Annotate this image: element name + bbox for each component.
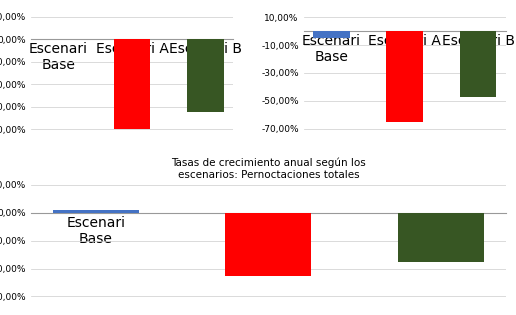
Bar bbox=[313, 31, 349, 38]
Title: Tasas de crecimiento anual según los
escenarios: Pernoctaciones totales: Tasas de crecimiento anual según los esc… bbox=[171, 158, 366, 180]
Bar bbox=[53, 210, 139, 213]
Bar bbox=[187, 39, 224, 112]
Bar bbox=[460, 31, 496, 97]
Bar bbox=[225, 213, 312, 276]
Bar bbox=[386, 31, 423, 122]
Bar bbox=[398, 213, 484, 262]
Bar bbox=[114, 39, 150, 129]
